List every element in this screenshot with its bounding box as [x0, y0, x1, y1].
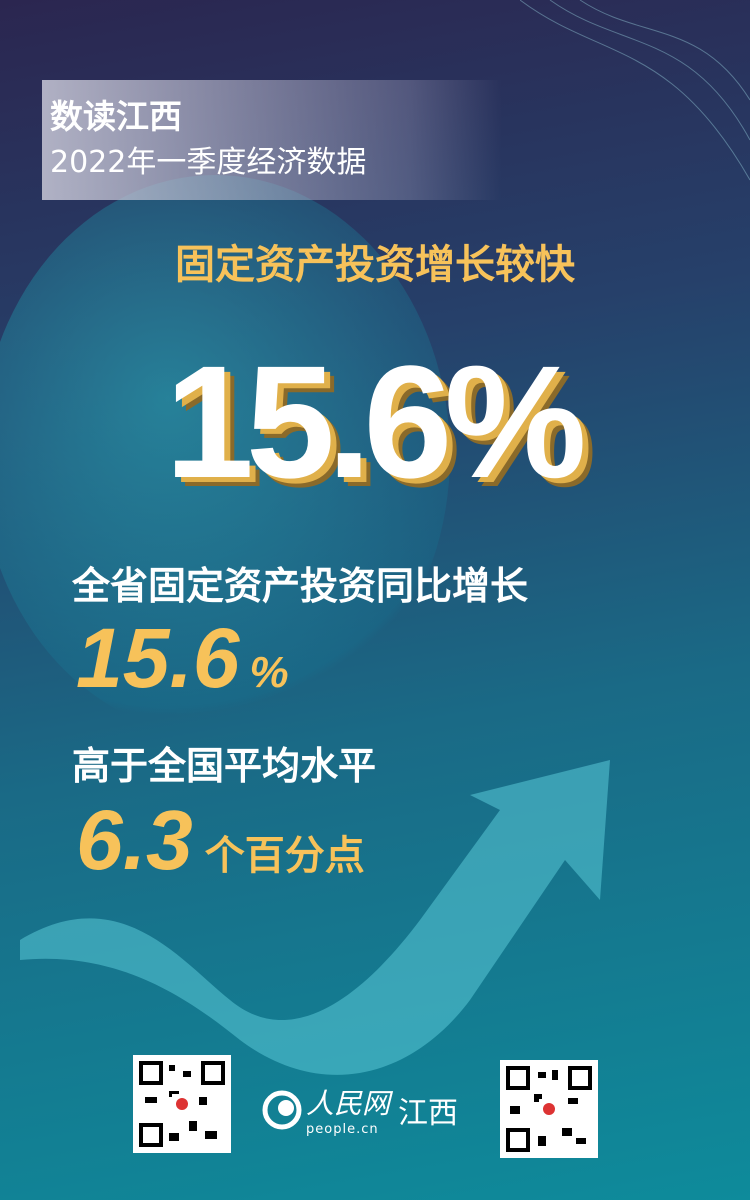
qr-code-icon [506, 1066, 592, 1152]
logo-url: people.cn [306, 1122, 379, 1137]
decorative-lines [520, 0, 750, 181]
logo-region: 江西 [398, 1095, 459, 1131]
people-cn-logo: 人民网 people.cn 江西 [262, 1082, 458, 1137]
description-2: 高于全国平均水平 [72, 744, 377, 788]
rising-arrow-graphic [20, 760, 610, 1075]
value-2: 6.3 个百分点 [76, 792, 365, 889]
logo-text: 人民网 [306, 1087, 391, 1120]
qr-code-icon [139, 1061, 225, 1147]
qr-code-right[interactable] [500, 1060, 598, 1158]
header-title: 数读江西 [50, 97, 182, 136]
decorative-circle [0, 175, 450, 735]
section-title: 固定资产投资增长较快 [175, 242, 575, 288]
value-1-unit: % [249, 648, 289, 697]
description-1: 全省固定资产投资同比增长 [72, 564, 529, 608]
big-number: 15.6% [165, 332, 587, 511]
value-2-number: 6.3 [76, 793, 193, 887]
value-1: 15.6% [76, 610, 289, 707]
qr-code-left[interactable] [133, 1055, 231, 1153]
header-subtitle: 2022年一季度经济数据 [50, 145, 367, 180]
value-1-number: 15.6 [76, 611, 240, 705]
header-box: 数读江西 2022年一季度经济数据 [42, 80, 502, 200]
value-2-unit: 个百分点 [204, 834, 365, 878]
logo-swirl-icon [262, 1090, 302, 1129]
